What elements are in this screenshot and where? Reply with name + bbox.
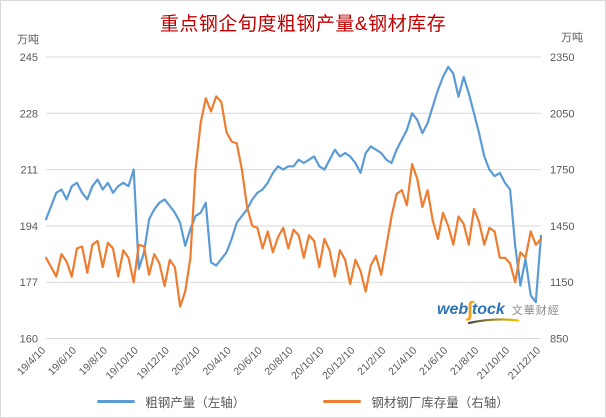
x-axis-tick: 19/4/10 (15, 345, 48, 378)
x-axis-tick: 21/4/10 (386, 345, 419, 378)
chart-title: 重点钢企旬度粗钢产量&钢材库存 (159, 14, 447, 35)
x-axis-tick: 19/10/10 (104, 345, 141, 382)
right-axis-unit: 万吨 (561, 32, 583, 44)
x-axis-tick: 20/10/10 (289, 345, 326, 382)
left-axis-unit: 万吨 (17, 34, 39, 46)
y-axis-tick-left: 245 (20, 52, 38, 64)
watermark-web-text: web (437, 301, 469, 318)
watermark-cn-text: 文華财經 (511, 305, 560, 317)
y-axis-tick-right: 2350 (550, 52, 574, 64)
y-axis-tick-left: 177 (20, 277, 38, 289)
legend-swatch-blue (97, 400, 136, 403)
watermark-tock-text: tock (471, 301, 505, 318)
y-axis-tick-right: 850 (550, 334, 568, 346)
x-axis-tick: 20/12/10 (320, 345, 357, 382)
x-axis-tick: 20/6/10 (231, 345, 264, 378)
y-axis-tick-left: 211 (20, 165, 38, 177)
y-axis-tick-left: 228 (20, 108, 38, 120)
x-axis-tick: 21/12/10 (506, 345, 543, 382)
y-axis-tick-right: 1150 (550, 277, 574, 289)
x-axis-tick: 21/2/10 (355, 345, 388, 378)
x-axis-tick: 20/4/10 (200, 345, 233, 378)
x-axis-tick: 19/12/10 (134, 345, 171, 382)
legend-label: 粗钢产量（左轴） (145, 396, 246, 410)
legend-label: 钢材钢厂库存量（右轴） (371, 396, 509, 410)
watermark: web ∫ tock 文華财經 (437, 299, 560, 325)
x-axis-tick: 21/6/10 (417, 345, 450, 378)
y-axis-tick-left: 194 (20, 221, 38, 233)
line-steel-inventory (44, 95, 543, 308)
legend-item-crude-steel-output: 粗钢产量（左轴） (97, 392, 245, 411)
x-axis-tick: 21/10/10 (475, 345, 512, 382)
x-axis-tick: 19/6/10 (46, 345, 79, 378)
y-axis-tick-left: 160 (20, 334, 38, 346)
legend-swatch-orange (323, 400, 362, 403)
x-axis-tick: 20/2/10 (170, 345, 203, 378)
y-axis-tick-right: 2050 (550, 108, 574, 120)
chart-legend: 粗钢产量（左轴） 钢材钢厂库存量（右轴） (1, 392, 605, 411)
y-axis-tick-right: 1750 (550, 165, 574, 177)
y-axis-tick-right: 1450 (550, 221, 574, 233)
watermark-swoosh-icon (467, 318, 519, 325)
line-crude-steel-output (44, 65, 543, 304)
legend-item-steel-inventory: 钢材钢厂库存量（右轴） (323, 392, 509, 411)
